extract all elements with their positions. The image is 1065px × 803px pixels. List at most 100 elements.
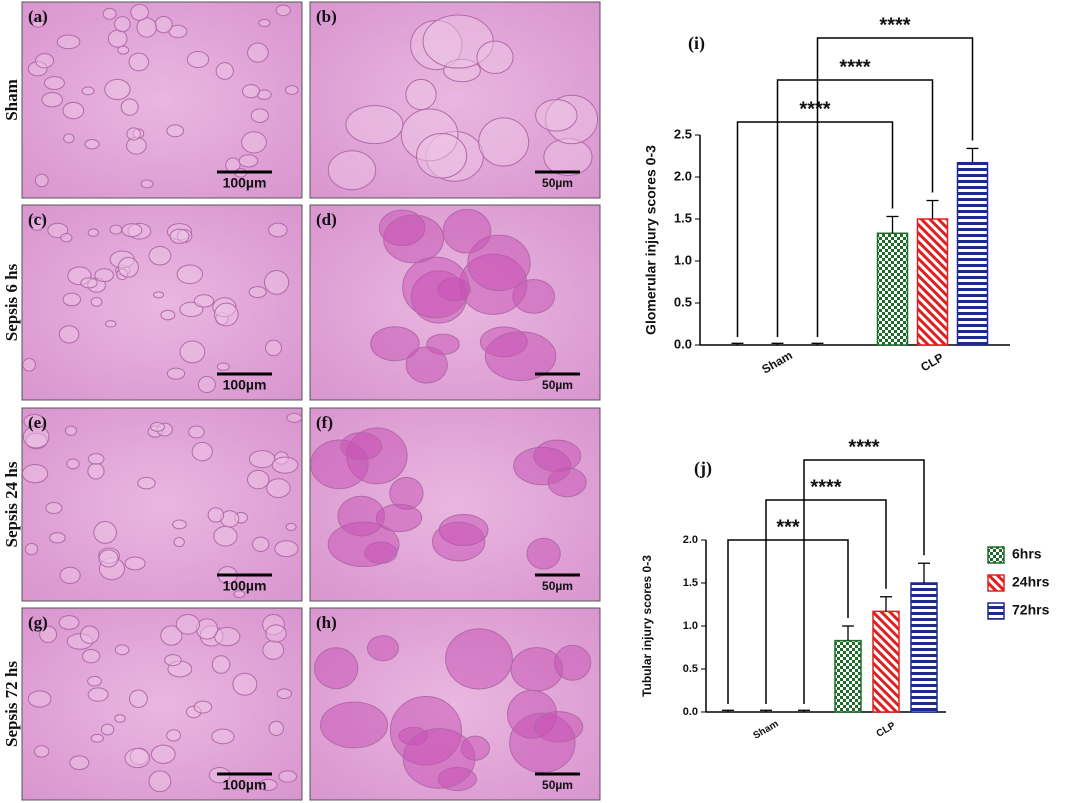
tissue-structure	[62, 101, 85, 120]
tissue-structure	[90, 296, 103, 307]
tissue-structure	[405, 346, 448, 384]
row-label: Sepsis 24 hs	[2, 461, 21, 547]
chart-title: (i)	[688, 33, 705, 54]
tissue-structure	[264, 339, 283, 357]
tissue-structure	[39, 625, 58, 644]
tissue-structure	[193, 700, 213, 714]
scale-label: 50µm	[542, 176, 573, 190]
tissue-structure	[33, 745, 50, 758]
bar	[876, 232, 909, 346]
tissue-structure	[241, 84, 261, 99]
chart-title: (j)	[694, 458, 712, 479]
tissue-structure	[114, 644, 130, 656]
tissue-structure	[383, 214, 445, 264]
tissue-structure	[80, 277, 98, 289]
tissue-structure	[87, 687, 109, 702]
tissue-structure	[478, 117, 530, 167]
tissue-structure	[128, 52, 149, 72]
tissue-structure	[173, 536, 185, 548]
significance-bracket	[776, 79, 934, 337]
tissue-structure	[58, 325, 80, 344]
tissue-structure	[64, 425, 78, 436]
tissue-structure	[533, 439, 582, 473]
tissue-structure	[510, 647, 564, 692]
panel-label: (h)	[316, 613, 337, 632]
tissue-structure	[160, 309, 176, 321]
tissue-structure	[276, 688, 293, 700]
tissue-structure	[172, 519, 187, 530]
tissue-structure	[268, 222, 288, 238]
tissue-structure	[24, 542, 39, 556]
tissue-structure	[87, 675, 102, 687]
tissue-structure	[193, 294, 215, 308]
tissue-structure	[21, 463, 49, 484]
tissue-structure	[79, 625, 100, 644]
tissue-structure	[105, 320, 117, 328]
tissue-structure	[109, 224, 123, 235]
tissue-structure	[258, 18, 271, 27]
tissue-structure	[22, 425, 50, 449]
tissue-structure	[285, 522, 297, 531]
tissue-structure	[275, 4, 291, 17]
tissue-structure	[188, 425, 205, 439]
panel-label: (b)	[316, 7, 337, 26]
y-tick-label: 2.0	[683, 534, 698, 546]
tissue-structure	[238, 154, 259, 168]
tissue-structure	[164, 654, 182, 667]
tissue-structure	[31, 18, 46, 28]
tissue-structure	[526, 537, 561, 570]
tissue-structure	[43, 76, 65, 90]
tissue-structure	[59, 566, 81, 585]
tissue-structure	[28, 216, 46, 231]
tissue-structure	[320, 701, 389, 749]
significance-label: ****	[879, 14, 910, 36]
tissue-structure	[63, 133, 75, 144]
tissue-structure	[405, 78, 437, 111]
tissue-structure	[137, 476, 156, 490]
bar	[910, 582, 938, 713]
tissue-structure	[87, 453, 105, 465]
significance-label: ***	[776, 516, 800, 538]
tissue-structure	[150, 744, 176, 764]
y-axis-label: Glomerular injury scores 0-3	[643, 145, 659, 335]
panel-label: (d)	[316, 210, 337, 229]
tissue-structure	[286, 412, 303, 423]
tissue-structure	[250, 108, 269, 123]
row-label: Sepsis 72 hs	[2, 661, 21, 747]
tissue-structure	[35, 53, 55, 69]
significance-bracket	[765, 499, 887, 704]
legend-label: 72hrs	[1012, 602, 1050, 618]
tissue-structure	[166, 367, 186, 380]
tissue-structure	[402, 728, 476, 789]
significance-bracket	[736, 121, 894, 337]
tissue-structure	[215, 62, 234, 80]
tissue-structure	[191, 441, 213, 462]
y-tick-label: 0.5	[683, 663, 698, 675]
significance-bracket	[803, 459, 925, 704]
row-label: Sham	[2, 79, 21, 121]
panel-label: (g)	[28, 613, 48, 632]
tissue-structure	[252, 536, 270, 553]
tissue-structure	[535, 99, 578, 132]
bar	[872, 610, 900, 713]
tissue-structure	[431, 521, 486, 562]
tissue-structure	[442, 208, 492, 254]
tissue-structure	[130, 3, 149, 21]
y-tick-label: 2.0	[674, 168, 692, 183]
tissue-structure	[445, 628, 513, 690]
tissue-structure	[345, 105, 404, 145]
y-tick-label: 2.5	[674, 126, 692, 141]
tissue-structure	[179, 340, 206, 364]
tissue-structure	[533, 711, 584, 743]
tissue-structure	[124, 556, 146, 571]
tissue-structure	[214, 626, 241, 647]
tissue-structure	[175, 614, 201, 635]
tissue-structure	[49, 532, 66, 544]
significance-label: ****	[810, 476, 841, 498]
tissue-structure	[207, 507, 225, 523]
bar	[834, 639, 862, 713]
tissue-structure	[22, 357, 36, 372]
significance-label: ****	[799, 98, 830, 120]
tissue-structure	[211, 728, 235, 745]
tissue-structure	[117, 256, 139, 278]
